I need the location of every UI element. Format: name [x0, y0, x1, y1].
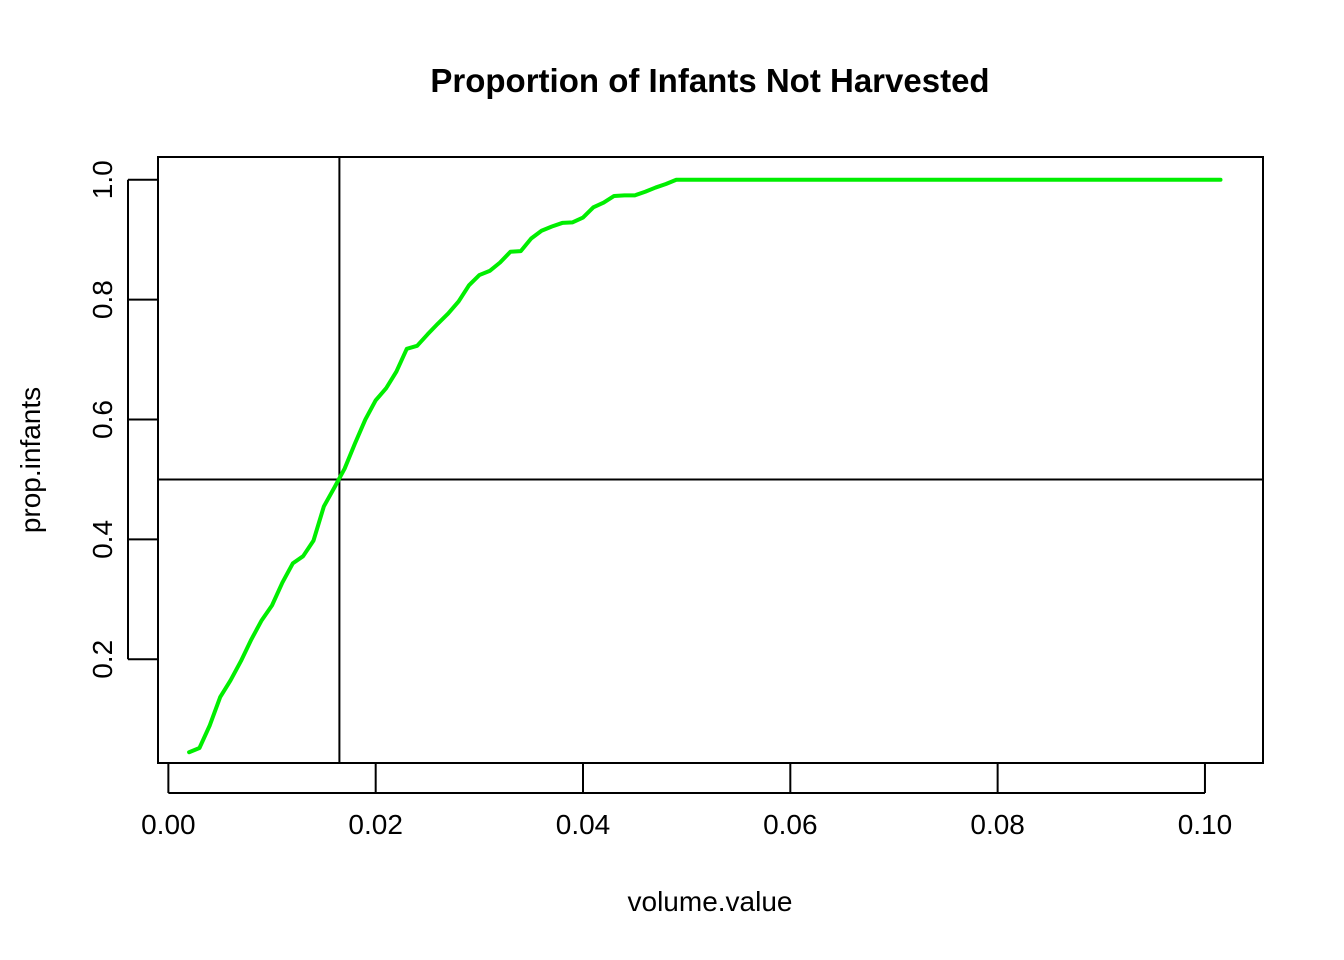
x-tick-label: 0.06: [763, 809, 818, 840]
y-axis-label: prop.infants: [15, 387, 46, 533]
y-axis: 0.2 0.4 0.6 0.8 1.0: [87, 160, 158, 679]
x-tick-label: 0.08: [970, 809, 1025, 840]
x-tick-label: 0.00: [141, 809, 196, 840]
y-tick-label: 0.2: [87, 640, 118, 679]
y-tick-label: 0.4: [87, 520, 118, 559]
y-tick-label: 0.6: [87, 400, 118, 439]
x-tick-label: 0.10: [1178, 809, 1233, 840]
series-line: [187, 177, 1223, 755]
chart-title: Proportion of Infants Not Harvested: [430, 62, 989, 99]
plot-box: [157, 156, 1264, 764]
x-tick-label: 0.02: [348, 809, 403, 840]
plot-area: [157, 156, 1264, 764]
x-tick-label: 0.04: [556, 809, 611, 840]
x-axis: 0.00 0.02 0.04 0.06 0.08 0.10: [141, 763, 1232, 840]
y-tick-label: 1.0: [87, 160, 118, 199]
x-axis-label: volume.value: [628, 886, 793, 917]
y-tick-label: 0.8: [87, 280, 118, 319]
